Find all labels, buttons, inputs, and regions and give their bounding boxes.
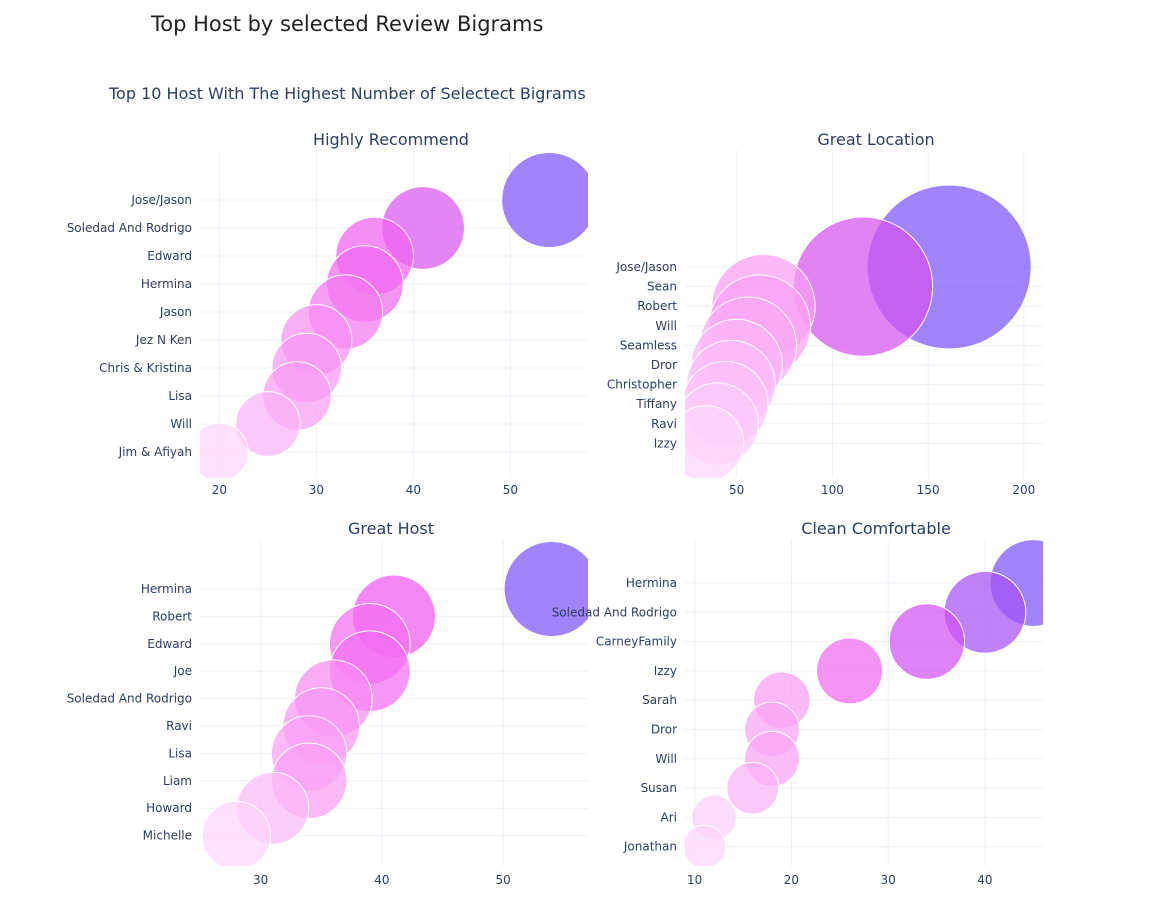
subplot-title: Great Host [348,519,434,538]
host-label: Seamless [620,338,677,352]
host-label: Soledad And Rodrigo [552,605,677,619]
x-tick-label: 50 [503,483,518,497]
x-tick-label: 100 [821,483,844,497]
host-label: Will [170,417,192,431]
x-tick-label: 20 [212,483,227,497]
host-label: Ravi [651,417,677,431]
host-label: Hermina [626,576,677,590]
host-label: Chris & Kristina [99,361,192,375]
host-label: Lisa [168,389,192,403]
host-label: Michelle [143,829,192,843]
chart-title: Top 10 Host With The Highest Number of S… [109,84,586,103]
page-title: Top Host by selected Review Bigrams [151,12,544,36]
host-label: Jose/Jason [615,260,677,274]
x-tick-label: 50 [495,873,510,887]
host-label: Soledad And Rodrigo [67,221,192,235]
host-label: Edward [147,249,192,263]
host-label: Howard [146,801,192,815]
host-label: Robert [637,299,677,313]
host-label: Izzy [654,436,677,450]
host-label: Christopher [607,378,677,392]
x-tick-label: 150 [917,483,940,497]
x-tick-label: 30 [253,873,268,887]
host-label: Lisa [168,746,192,760]
host-label: Ravi [166,719,192,733]
host-label: Izzy [654,664,677,678]
x-tick-label: 200 [1012,483,1035,497]
bubble-marker[interactable] [792,216,934,357]
bubble-marker[interactable] [235,391,301,457]
host-label: CarneyFamily [596,635,677,649]
host-label: Tiffany [635,397,677,411]
bubble-marker[interactable] [503,541,599,637]
bubble-marker[interactable] [668,405,745,481]
host-label: Hermina [141,582,192,596]
bubble-marker[interactable] [201,800,272,869]
host-label: Jim & Afiyah [118,445,192,459]
host-label: Soledad And Rodrigo [67,692,192,706]
host-label: Jose/Jason [130,193,192,207]
x-tick-label: 40 [977,873,992,887]
x-tick-label: 30 [881,873,896,887]
x-tick-label: 20 [784,873,799,887]
bubble-marker[interactable] [190,422,249,481]
host-label: Liam [163,774,192,788]
bubble-marker[interactable] [726,761,780,815]
host-label: Dror [651,358,677,372]
host-label: Sean [647,280,677,294]
x-tick-label: 10 [687,873,702,887]
host-label: Susan [641,781,677,795]
bubble-marker[interactable] [888,603,966,680]
subplot-title: Clean Comfortable [801,519,951,538]
bubble-marker[interactable] [683,824,727,868]
host-label: Hermina [141,277,192,291]
host-label: Jez N Ken [135,333,192,347]
host-label: Sarah [642,693,677,707]
host-label: Will [655,319,677,333]
bubble-marker[interactable] [816,637,883,705]
host-label: Ari [661,810,677,824]
subplot-title: Great Location [817,130,934,149]
x-tick-label: 50 [729,483,744,497]
x-tick-label: 40 [374,873,389,887]
host-label: Edward [147,637,192,651]
host-label: Jason [159,305,192,319]
subplot-title: Highly Recommend [313,130,469,149]
host-label: Joe [173,664,192,678]
host-label: Jonathan [623,840,677,854]
host-label: Will [655,752,677,766]
x-tick-label: 40 [406,483,421,497]
host-label: Dror [651,723,677,737]
host-label: Robert [152,609,192,623]
bubble-marker[interactable] [501,152,597,248]
x-tick-label: 30 [309,483,324,497]
